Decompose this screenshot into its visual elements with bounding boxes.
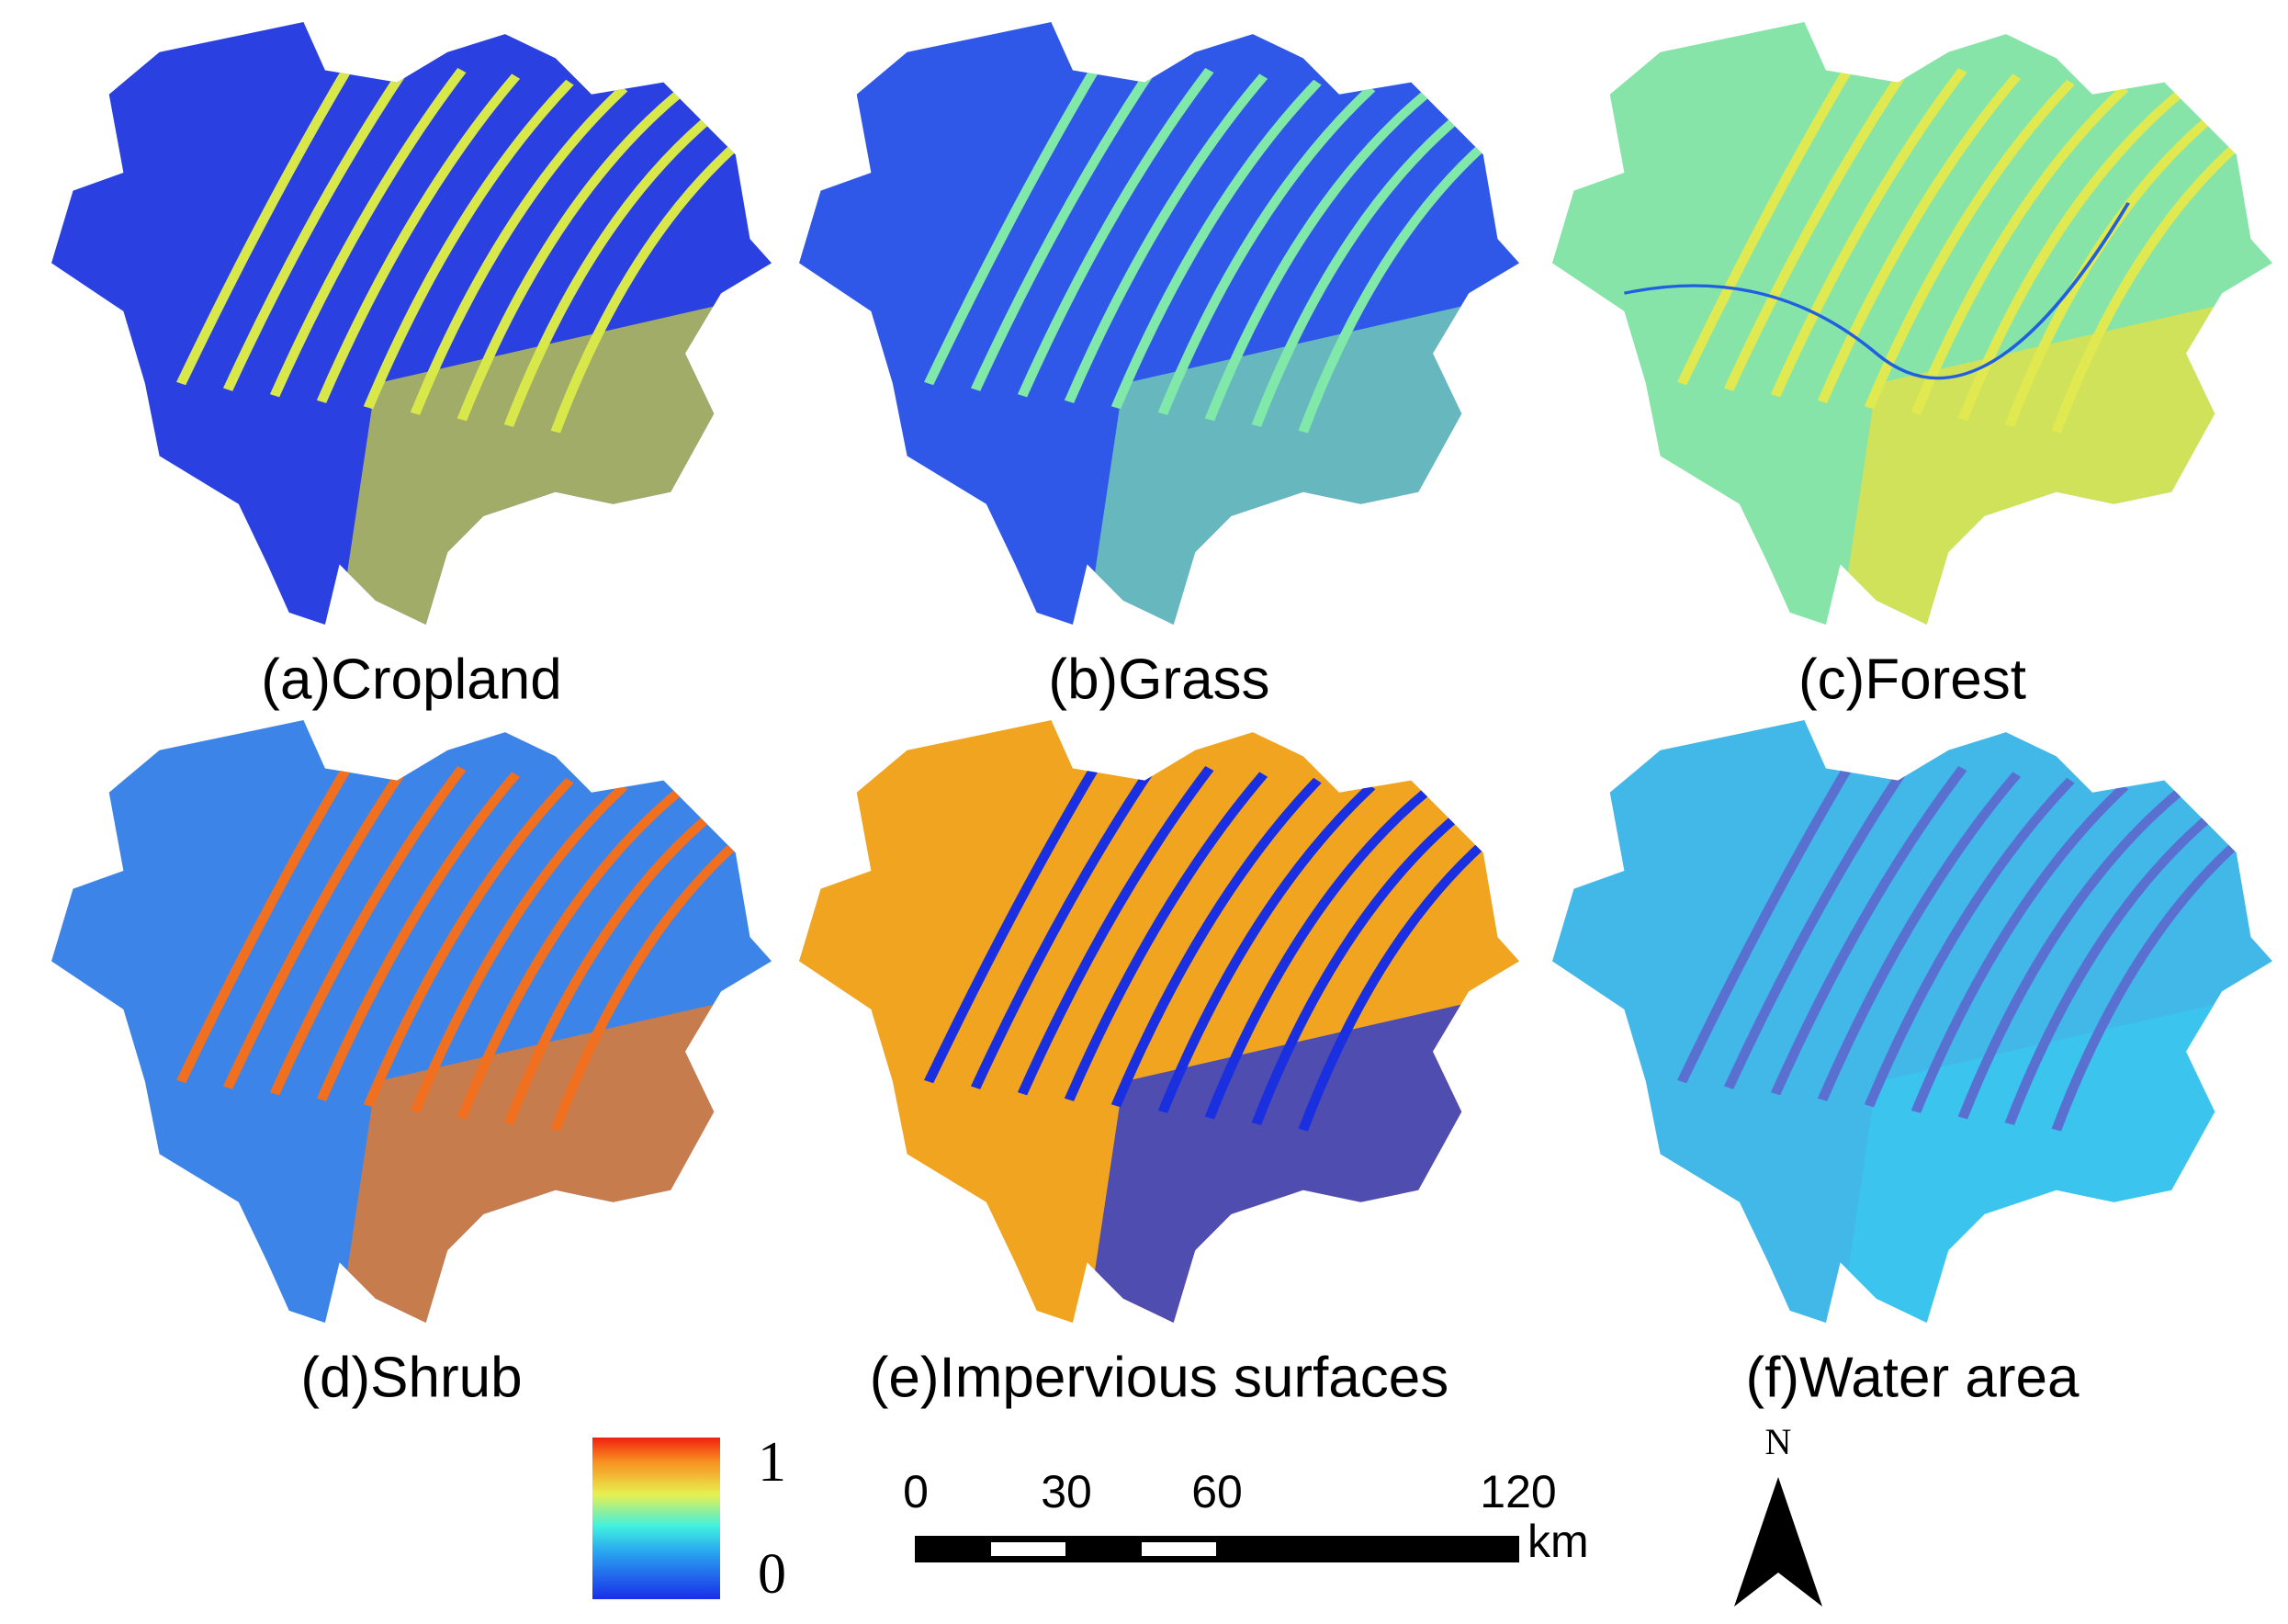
map-body xyxy=(1552,720,2273,1323)
map-ridge xyxy=(1157,85,1376,415)
map-panels: (a)Cropland (b)Grass (c)Forest (d)Shrub (e)I… xyxy=(51,22,2273,1409)
map-ridge xyxy=(1723,62,1913,391)
map-ridge xyxy=(1251,96,1483,427)
map-body xyxy=(799,720,1520,1323)
map-ridge xyxy=(1864,777,2075,1108)
scale-tick-label: 120 xyxy=(1480,1466,1556,1517)
map-ridge xyxy=(1817,772,2022,1101)
map-ridge xyxy=(363,79,574,410)
panel-label: (c)Forest xyxy=(1798,648,2026,711)
scale-tick-label: 60 xyxy=(1191,1466,1243,1517)
map-ridge xyxy=(1723,760,1913,1089)
map-ridge xyxy=(1110,777,1322,1108)
map xyxy=(1552,22,2273,625)
map-ridge xyxy=(503,795,736,1125)
panel-label: (b)Grass xyxy=(1048,648,1269,711)
map-ridge xyxy=(1864,79,2075,410)
scale-bar-segment xyxy=(991,1542,1066,1556)
map-body xyxy=(1552,22,2273,625)
north-label: N xyxy=(1765,1421,1792,1462)
panel-label: (e)Impervious surfaces xyxy=(870,1346,1449,1409)
map-ridge xyxy=(1677,56,1860,386)
map-body xyxy=(799,22,1520,625)
panel-label: (f)Water area xyxy=(1746,1346,2079,1409)
map-ridge xyxy=(456,91,682,422)
map xyxy=(1552,720,2273,1323)
map-ridge xyxy=(316,73,521,403)
scale-unit: km xyxy=(1527,1516,1589,1567)
scale-tick-label: 30 xyxy=(1041,1466,1092,1517)
north-arrow xyxy=(1734,1477,1822,1607)
map-ridge xyxy=(970,760,1160,1089)
map-ridge xyxy=(1110,79,1322,410)
map-ridge xyxy=(1064,772,1268,1101)
legend-max: 1 xyxy=(758,1431,786,1494)
legend-min: 0 xyxy=(758,1543,786,1606)
panel-label: (a)Cropland xyxy=(261,648,561,711)
map-ridge xyxy=(410,85,628,415)
map-ridge xyxy=(1817,73,2022,403)
map-panel: (f)Water area xyxy=(1552,720,2273,1409)
map-panel: (b)Grass xyxy=(799,22,1520,711)
map-ridge xyxy=(1204,789,1429,1120)
map-ridge xyxy=(970,62,1160,391)
map-ridge xyxy=(2004,795,2237,1125)
panel-label: (d)Shrub xyxy=(300,1346,522,1409)
map-ridge xyxy=(316,772,521,1101)
map-ridge xyxy=(1157,784,1376,1113)
scale-tick-label: 0 xyxy=(903,1466,929,1517)
map-river xyxy=(1623,202,2130,380)
map-ridge xyxy=(1770,68,1967,398)
map-body xyxy=(51,22,772,625)
map-ridge xyxy=(1204,91,1429,422)
map-ridge xyxy=(222,760,412,1089)
map-ridge xyxy=(1910,784,2129,1113)
map-ridge xyxy=(924,754,1107,1084)
map-ridge xyxy=(924,56,1107,386)
map-ridge xyxy=(176,754,359,1084)
map xyxy=(51,22,772,625)
map-ridge xyxy=(1770,766,1967,1096)
map-ridge xyxy=(456,789,682,1120)
map-panel: (c)Forest xyxy=(1552,22,2273,711)
map-ridge xyxy=(269,766,467,1096)
map-body xyxy=(51,720,772,1323)
map-ridge xyxy=(1677,754,1860,1084)
color-legend xyxy=(592,1438,720,1599)
map xyxy=(51,720,772,1323)
map-ridge xyxy=(1017,68,1214,398)
scale-bar-segment xyxy=(1142,1542,1217,1556)
map-ridge xyxy=(222,62,412,391)
map-ridge xyxy=(1064,73,1268,403)
map-ridge xyxy=(410,784,628,1113)
map-ridge xyxy=(176,56,359,386)
map-ridge xyxy=(503,96,736,427)
map-ridge xyxy=(1957,91,2182,422)
map-ridge xyxy=(363,777,574,1108)
map-ridge xyxy=(1910,85,2129,415)
map-ridge xyxy=(269,68,467,398)
map-ridge xyxy=(1957,789,2182,1120)
map xyxy=(799,720,1520,1323)
map-ridge xyxy=(1017,766,1214,1096)
map-panel: (a)Cropland xyxy=(51,22,772,711)
map-panel: (d)Shrub xyxy=(51,720,772,1409)
map xyxy=(799,22,1520,625)
map-panel: (e)Impervious surfaces xyxy=(799,720,1520,1409)
map-ridge xyxy=(1251,795,1483,1125)
